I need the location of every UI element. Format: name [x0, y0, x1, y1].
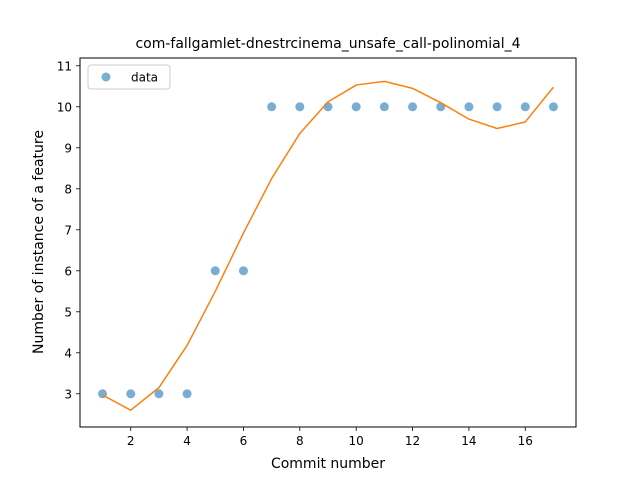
x-tick-label: 14 — [461, 434, 476, 448]
x-tick-label: 8 — [296, 434, 304, 448]
data-point — [323, 102, 333, 112]
y-tick-label: 3 — [64, 387, 72, 401]
data-point — [492, 102, 502, 112]
data-point — [238, 266, 248, 276]
legend-box — [87, 64, 171, 90]
x-tick-label: 4 — [183, 434, 191, 448]
data-point — [295, 102, 305, 112]
data-point — [351, 102, 361, 112]
x-tick-label: 6 — [240, 434, 248, 448]
data-point — [436, 102, 446, 112]
x-tick-label: 12 — [405, 434, 420, 448]
y-tick-label: 11 — [57, 59, 72, 73]
x-axis-label: Commit number — [271, 456, 385, 472]
data-point — [154, 389, 164, 399]
data-point — [379, 102, 389, 112]
x-tick-label: 2 — [127, 434, 135, 448]
y-tick-label: 9 — [64, 141, 72, 155]
data-point — [267, 102, 277, 112]
y-tick-label: 10 — [57, 100, 72, 114]
data-point — [126, 389, 136, 399]
y-tick-label: 7 — [64, 223, 72, 237]
data-point — [408, 102, 418, 112]
y-axis: 3 4 5 6 7 8 9 10 11 — [57, 59, 80, 401]
legend-label: data — [131, 71, 158, 85]
x-tick-label: 10 — [349, 434, 364, 448]
data-point — [182, 389, 192, 399]
x-axis: 2 4 6 8 10 12 14 16 — [127, 427, 533, 448]
plot-area — [98, 80, 558, 411]
fit-line — [102, 80, 555, 411]
legend: data — [87, 64, 171, 90]
y-tick-label: 6 — [64, 264, 72, 278]
y-tick-label: 8 — [64, 182, 72, 196]
data-point — [548, 102, 558, 112]
data-point — [520, 102, 530, 112]
y-tick-label: 4 — [64, 346, 72, 360]
y-tick-label: 5 — [64, 305, 72, 319]
data-point — [464, 102, 474, 112]
axes-frame — [79, 57, 577, 428]
x-tick-label: 16 — [518, 434, 533, 448]
data-point — [210, 266, 220, 276]
chart-title: com-fallgamlet-dnestrcinema_unsafe_call-… — [135, 36, 520, 52]
y-axis-label: Number of instance of a feature — [31, 130, 47, 354]
legend-marker — [101, 72, 111, 82]
